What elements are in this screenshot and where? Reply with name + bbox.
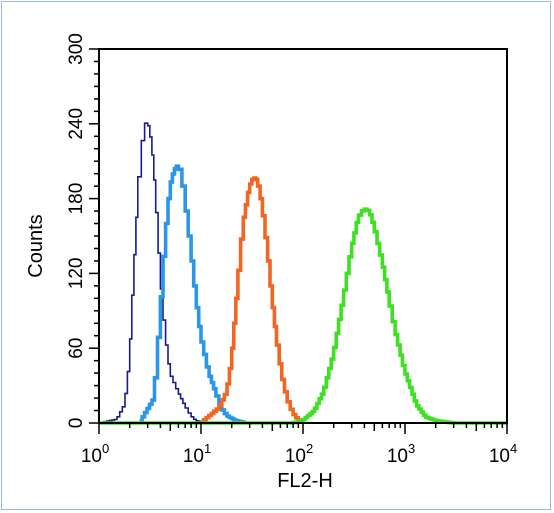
y-axis-title: Counts [25, 214, 47, 277]
x-tick-label: 103 [387, 441, 415, 467]
x-axis-title: FL2-H [277, 470, 333, 492]
y-tick-label: 120 [66, 258, 87, 290]
y-tick-label: 0 [66, 418, 87, 429]
histogram-series-2 [139, 164, 247, 425]
plot-frame [98, 48, 508, 424]
y-tick-label: 60 [66, 338, 87, 359]
histogram-series-1 [99, 122, 206, 424]
y-tick-label: 240 [66, 108, 87, 140]
x-tick-label: 104 [489, 441, 517, 467]
x-tick-label: 100 [81, 441, 109, 467]
y-tick-label: 300 [66, 33, 87, 65]
series-layer [99, 122, 507, 425]
y-tick-label: 180 [66, 183, 87, 215]
x-tick-label: 101 [183, 441, 211, 467]
x-tick-label: 102 [285, 441, 313, 467]
histogram-series-3 [201, 176, 303, 424]
